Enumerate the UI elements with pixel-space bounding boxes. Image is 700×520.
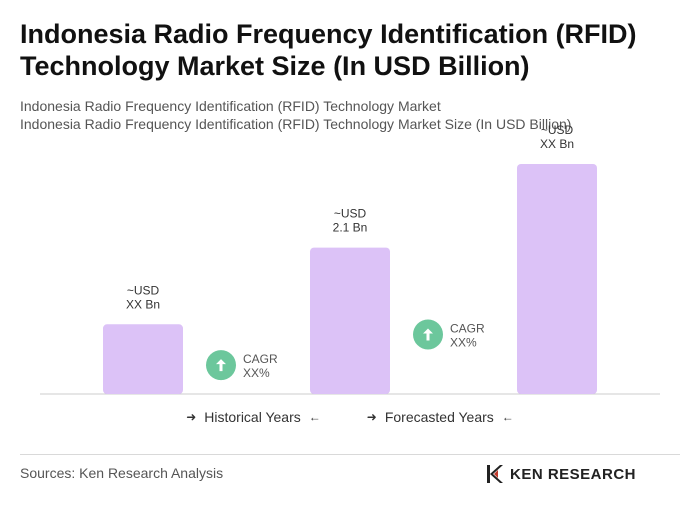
ken-logo-icon [487,465,503,483]
legend-label-forecasted: Forecasted Years [384,409,494,425]
footer-divider [20,454,680,455]
chart-subtitle-2: Indonesia Radio Frequency Identification… [20,116,572,132]
cagr-value: XX% [243,366,270,380]
data-label: ~USD [541,123,574,137]
chart-legend: ➜ Historical Years ← ➜ Forecasted Years … [0,409,700,425]
legend-item-historical: ➜ Historical Years ← [186,409,321,425]
data-label: ~USD [127,283,160,297]
logo-text: KEN RESEARCH [510,465,637,483]
chart-subtitle: Indonesia Radio Frequency Identification… [20,98,441,114]
data-label: 2.1 Bn [333,221,368,235]
legend-label-historical: Historical Years [204,409,301,425]
chart-title: Indonesia Radio Frequency Identification… [20,19,637,81]
bar [310,247,390,394]
arrow-left-icon: ← [308,410,321,424]
bar [517,164,597,394]
arrow-left-icon: ← [501,410,514,424]
cagr-label: CAGR [243,352,278,366]
sources-text: Sources: Ken Research Analysis [20,465,224,481]
data-label: XX Bn [540,137,574,151]
arrow-up-icon [423,328,433,341]
arrow-right-icon: ➜ [366,410,377,424]
data-label: ~USD [334,207,367,221]
arrow-up-icon [216,359,226,372]
legend-item-forecasted: ➜ Forecasted Years ← [367,409,514,425]
bar [103,324,183,394]
cagr-label: CAGR [450,321,485,335]
cagr-value: XX% [450,335,477,349]
arrow-right-icon: ➜ [186,410,197,424]
ken-research-logo: KEN RESEARCH [486,464,636,484]
data-label: XX Bn [126,297,160,311]
